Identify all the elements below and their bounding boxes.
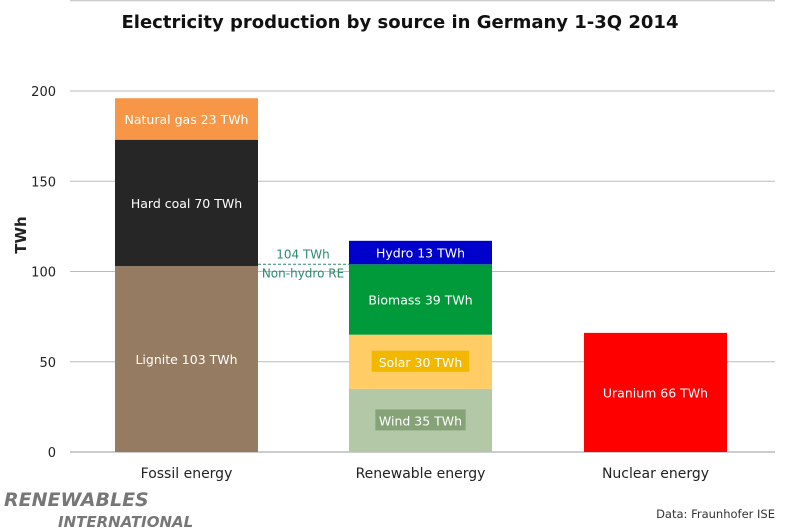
data-label: Wind 35 TWh [379,413,462,428]
data-label: Uranium 66 TWh [603,385,708,400]
y-tick-label: 0 [48,446,56,461]
data-label: Natural gas 23 TWh [125,112,249,127]
data-label: Hydro 13 TWh [376,246,465,261]
y-tick-label: 100 [31,266,56,281]
x-tick-label: Fossil energy [141,466,233,482]
x-tick-label: Nuclear energy [602,466,709,482]
bar-segment-hydro [349,240,492,265]
data-label: Solar 30 TWh [379,355,463,370]
bar-segment-lignite [115,266,258,452]
bar-segment-uranium [584,332,727,452]
data-label-background [375,409,466,431]
y-axis-label: TWh [12,216,30,253]
x-tick-label: Renewable energy [356,466,486,482]
annotation-label: Non-hydro RE [262,266,344,280]
logo-line2: INTERNATIONAL [58,513,193,531]
y-tick-label: 150 [31,175,56,190]
y-tick-label: 50 [39,356,56,371]
data-label: Hard coal 70 TWh [131,196,242,211]
data-label: Lignite 103 TWh [135,352,237,367]
chart-title: Electricity production by source in Germ… [122,12,679,33]
annotation-value: 104 TWh [276,247,330,261]
data-label-background [371,350,470,372]
bar-segment-biomass [349,264,492,335]
bar-segment-hard-coal [115,139,258,267]
source-note: Data: Fraunhofer ISE [656,507,775,521]
data-label: Biomass 39 TWh [368,292,472,307]
bar-segment-natural-gas [115,98,258,140]
logo-line1: RENEWABLES [4,489,149,511]
y-tick-label: 200 [31,85,56,100]
